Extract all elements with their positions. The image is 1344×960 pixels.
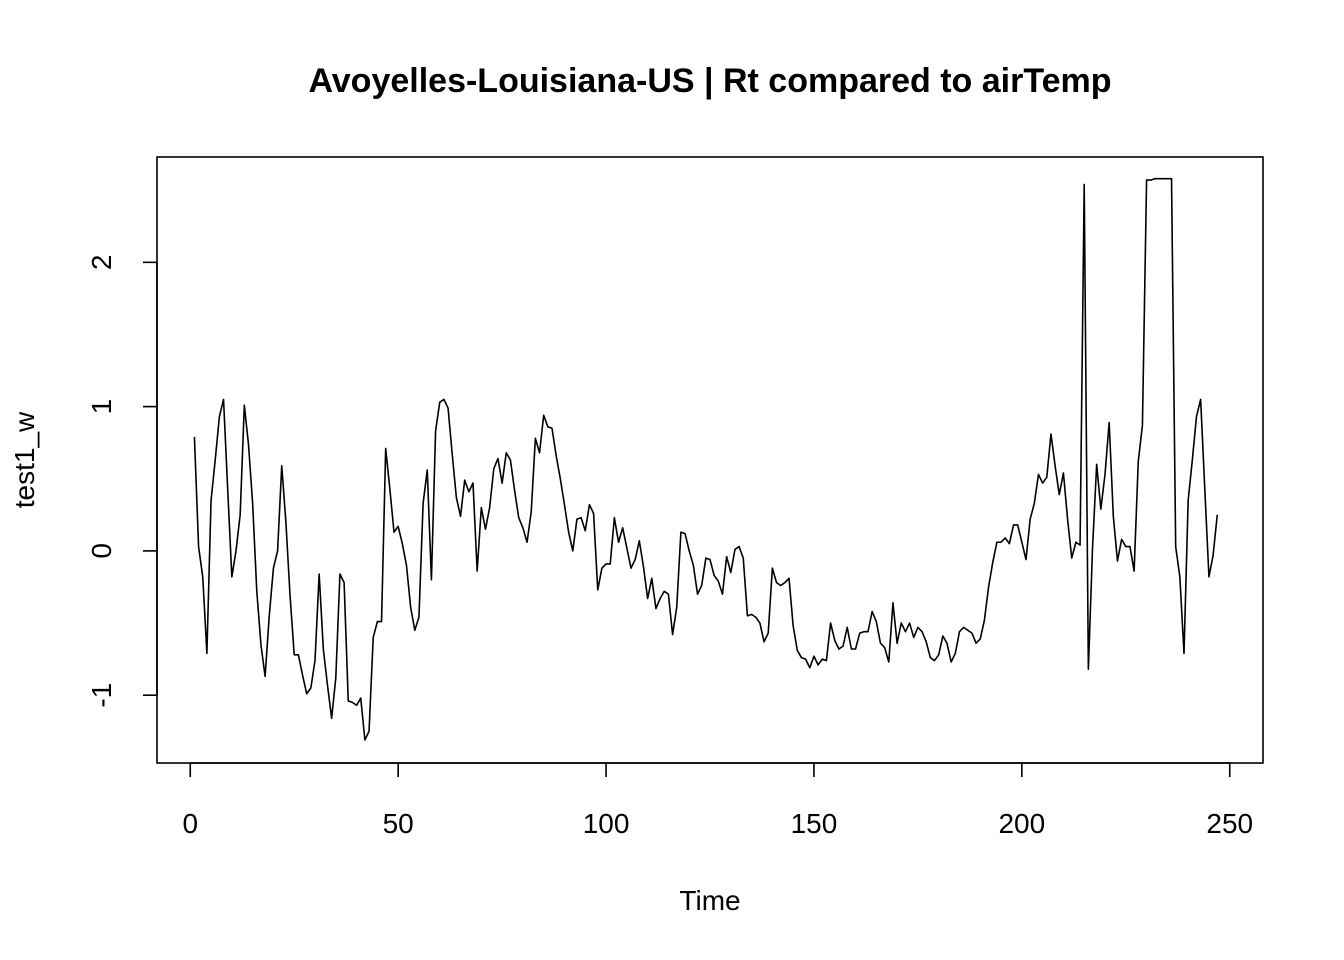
y-axis-label: test1_w [9, 411, 40, 508]
series-layer [193, 177, 1219, 741]
x-tick-label: 250 [1206, 808, 1253, 839]
y-axis: -1 0 1 2 [86, 255, 158, 708]
x-tick-label: 200 [998, 808, 1045, 839]
x-axis: 0 50 100 150 200 250 [182, 762, 1253, 839]
y-tick-label: 2 [86, 255, 117, 271]
x-tick-label: 50 [383, 808, 414, 839]
x-tick-label: 0 [182, 808, 198, 839]
chart-title: Avoyelles-Louisiana-US | Rt compared to … [308, 62, 1111, 100]
x-tick-label: 150 [791, 808, 838, 839]
series-line [193, 177, 1219, 741]
x-tick-label: 100 [583, 808, 630, 839]
y-tick-label: 1 [86, 399, 117, 415]
plot-frame [156, 156, 1264, 764]
y-tick-label: -1 [86, 683, 117, 708]
x-axis-label: Time [679, 885, 740, 916]
y-tick-label: 0 [86, 543, 117, 559]
